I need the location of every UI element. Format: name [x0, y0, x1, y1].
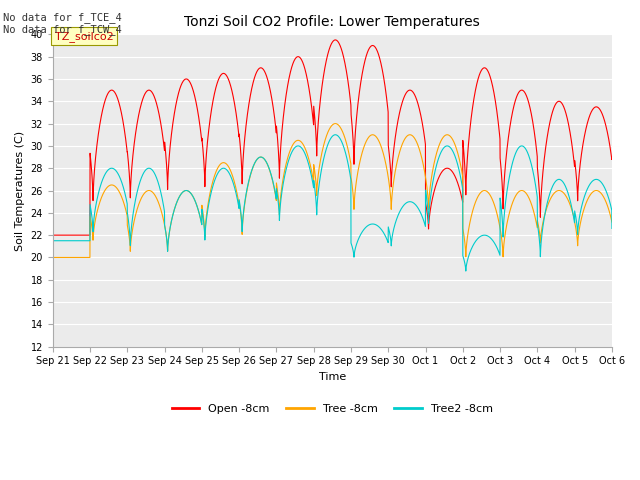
Open -8cm: [332, 37, 339, 43]
Tree2 -8cm: [608, 226, 616, 231]
Tree -8cm: [49, 254, 56, 260]
Open -8cm: [49, 232, 56, 238]
Open -8cm: [108, 87, 116, 93]
Tree -8cm: [608, 219, 616, 225]
Line: Open -8cm: Open -8cm: [52, 40, 612, 235]
Open -8cm: [319, 80, 326, 85]
Tree2 -8cm: [49, 238, 56, 244]
Tree2 -8cm: [436, 151, 444, 156]
Tree -8cm: [332, 120, 339, 126]
Open -8cm: [608, 155, 616, 161]
Tree2 -8cm: [462, 268, 470, 274]
Legend: Open -8cm, Tree -8cm, Tree2 -8cm: Open -8cm, Tree -8cm, Tree2 -8cm: [167, 399, 497, 418]
Tree2 -8cm: [108, 165, 116, 171]
Tree -8cm: [436, 139, 444, 145]
Tree2 -8cm: [332, 132, 339, 138]
X-axis label: Time: Time: [319, 372, 346, 382]
Tree -8cm: [237, 208, 244, 214]
Tree -8cm: [481, 188, 489, 193]
Text: No data for f_TCE_4
No data for f_TCW_4: No data for f_TCE_4 No data for f_TCW_4: [3, 12, 122, 36]
Tree2 -8cm: [116, 175, 124, 181]
Tree2 -8cm: [319, 161, 326, 167]
Tree -8cm: [108, 182, 116, 188]
Y-axis label: Soil Temperatures (C): Soil Temperatures (C): [15, 131, 25, 251]
Line: Tree -8cm: Tree -8cm: [52, 123, 612, 257]
Open -8cm: [237, 146, 244, 152]
Open -8cm: [481, 65, 489, 71]
Open -8cm: [116, 105, 124, 110]
Tree2 -8cm: [481, 232, 489, 238]
Line: Tree2 -8cm: Tree2 -8cm: [52, 135, 612, 271]
Text: TZ_soilco2: TZ_soilco2: [54, 31, 113, 42]
Tree2 -8cm: [237, 206, 244, 212]
Tree -8cm: [319, 147, 326, 153]
Title: Tonzi Soil CO2 Profile: Lower Temperatures: Tonzi Soil CO2 Profile: Lower Temperatur…: [184, 15, 480, 29]
Open -8cm: [436, 171, 444, 177]
Tree -8cm: [116, 191, 124, 197]
